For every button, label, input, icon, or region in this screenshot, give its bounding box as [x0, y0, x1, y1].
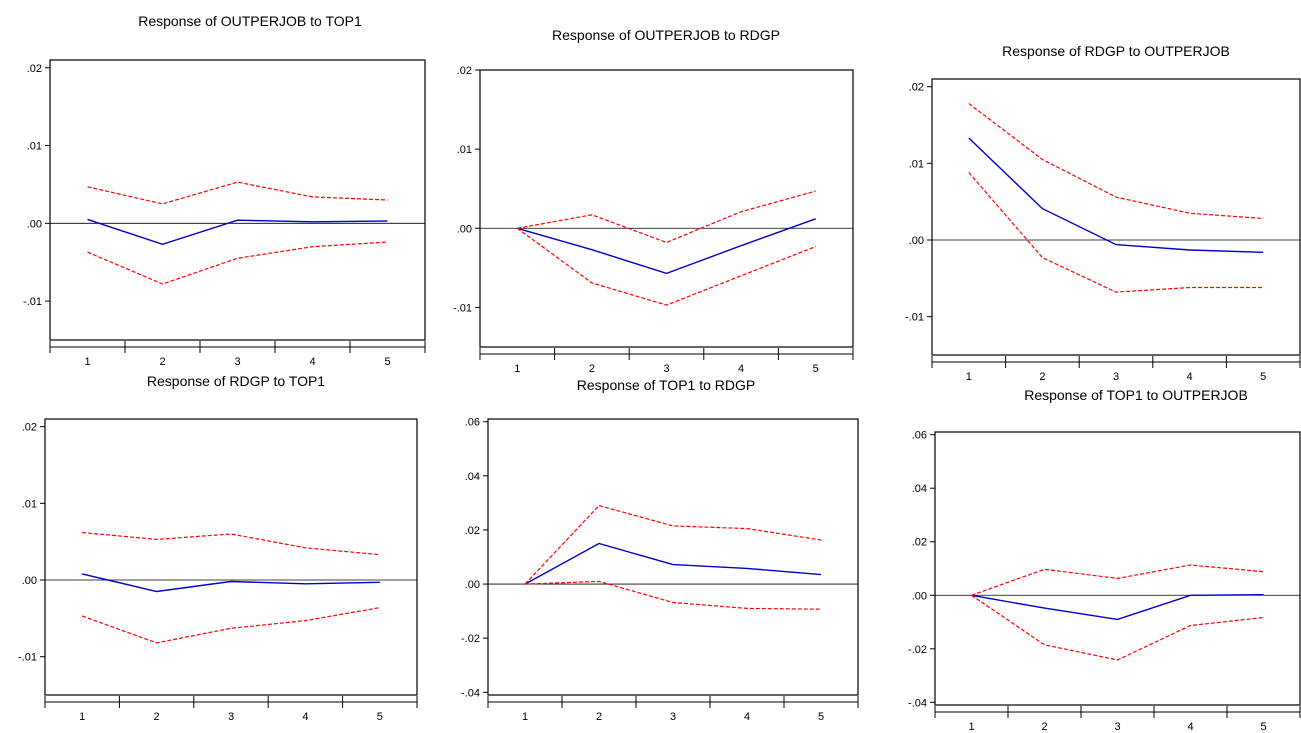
response-line	[524, 542, 822, 585]
x-tick-label: 2	[154, 711, 160, 723]
y-tick-label: .06	[465, 417, 480, 429]
y-tick-label: .00	[457, 223, 472, 235]
plot-frame	[49, 59, 426, 341]
x-tick-label: 4	[1187, 721, 1193, 733]
response-line	[517, 218, 816, 275]
lower-band-line	[968, 172, 1264, 293]
upper-band-line	[968, 103, 1264, 220]
irf-panel-3: Response of RDGP to OUTPERJOB .02 .01 .00 -.…	[905, 43, 1301, 383]
plot-frame	[44, 418, 418, 696]
y-tick-label: .02	[465, 525, 480, 537]
x-tick-label: 2	[589, 363, 595, 375]
x-tick-label: 1	[84, 356, 90, 368]
x-tick-label: 1	[968, 721, 974, 733]
x-tick-label: 1	[514, 363, 520, 375]
y-tick-label: -.04	[461, 687, 480, 699]
lower-band-line	[524, 580, 822, 610]
upper-band-line	[87, 181, 388, 205]
y-tick-label: .02	[912, 537, 927, 549]
x-tick-label: 3	[663, 363, 669, 375]
y-tick-label: .04	[465, 471, 480, 483]
lower-band-line	[516, 227, 816, 306]
y-tick-label: .00	[909, 235, 924, 247]
irf-panel-2: Response of OUTPERJOB to RDGP .02 .01 .00 -.…	[453, 27, 854, 375]
plot-frame	[479, 69, 854, 348]
x-tick-label: 4	[738, 363, 744, 375]
y-tick-label: -.01	[905, 312, 924, 324]
y-tick-label: .01	[22, 498, 37, 510]
x-tick-label: 2	[596, 711, 602, 723]
y-tick-label: .01	[909, 158, 924, 170]
x-tick-label: 3	[670, 711, 676, 723]
y-tick-label: -.02	[908, 644, 927, 656]
x-tick-label: 5	[1260, 371, 1266, 383]
plot-frame	[487, 418, 859, 696]
irf-panel-5: Response of TOP1 to RDGP .06 .04 .02 .00 -.02…	[461, 377, 859, 723]
y-tick-label: -.01	[23, 296, 42, 308]
x-tick-label: 5	[384, 356, 390, 368]
x-tick-label: 3	[1113, 371, 1119, 383]
response-line	[82, 573, 380, 593]
panel-title: Response of RDGP to TOP1	[147, 373, 325, 389]
y-tick-label: .02	[457, 65, 472, 77]
irf-panel-6: Response of TOP1 to OUTPERJOB .06 .04 .02 .0…	[908, 387, 1301, 733]
response-line	[971, 594, 1264, 621]
upper-band-line	[517, 190, 816, 244]
y-tick-label: -.02	[461, 633, 480, 645]
irf-panel-4: Response of RDGP to TOP1 .02 .01 .00 -.01 1 2 3…	[18, 373, 418, 723]
panel-title: Response of OUTPERJOB to TOP1	[138, 13, 362, 29]
response-line	[87, 218, 388, 246]
y-tick-label: .00	[465, 579, 480, 591]
upper-band-line	[524, 504, 822, 585]
x-tick-label: 5	[813, 363, 819, 375]
x-tick-label: 2	[159, 356, 165, 368]
panel-title: Response of TOP1 to OUTPERJOB	[1024, 387, 1248, 403]
y-tick-label: .01	[27, 141, 42, 153]
y-tick-label: -.01	[18, 652, 37, 664]
y-tick-label: .06	[912, 430, 927, 442]
y-tick-label: .00	[912, 590, 927, 602]
x-tick-label: 3	[1114, 721, 1120, 733]
y-tick-label: -.01	[453, 302, 472, 314]
y-tick-label: .00	[27, 218, 42, 230]
panel-title: Response of TOP1 to RDGP	[577, 377, 755, 393]
x-tick-label: 1	[522, 711, 528, 723]
panel-title: Response of RDGP to OUTPERJOB	[1002, 43, 1230, 59]
y-tick-label: .00	[22, 575, 37, 587]
upper-band-line	[82, 531, 380, 556]
x-tick-label: 3	[228, 711, 234, 723]
response-line	[968, 137, 1264, 253]
plot-frame	[934, 431, 1301, 706]
y-tick-label: .02	[909, 82, 924, 94]
y-tick-label: -.04	[908, 697, 927, 709]
x-tick-label: 5	[377, 711, 383, 723]
plot-frame	[931, 78, 1301, 356]
x-tick-label: 2	[1041, 721, 1047, 733]
x-tick-label: 4	[744, 711, 750, 723]
lower-band-line	[81, 607, 380, 644]
irf-panel-1: Response of OUTPERJOB to TOP1 .02 .01 .00 -.…	[23, 13, 426, 368]
x-tick-label: 4	[1187, 371, 1193, 383]
lower-band-line	[971, 594, 1264, 661]
x-tick-label: 2	[1039, 371, 1045, 383]
x-tick-label: 4	[302, 711, 308, 723]
x-tick-label: 3	[234, 356, 240, 368]
y-tick-label: .02	[22, 422, 37, 434]
x-tick-label: 1	[79, 711, 85, 723]
x-tick-label: 4	[309, 356, 315, 368]
panel-title: Response of OUTPERJOB to RDGP	[552, 27, 780, 43]
y-tick-label: .02	[27, 63, 42, 75]
x-tick-label: 1	[966, 371, 972, 383]
x-tick-label: 5	[818, 711, 824, 723]
y-tick-label: .01	[457, 144, 472, 156]
y-tick-label: .04	[912, 483, 927, 495]
lower-band-line	[87, 241, 388, 285]
upper-band-line	[971, 564, 1264, 596]
x-tick-label: 5	[1260, 721, 1266, 733]
